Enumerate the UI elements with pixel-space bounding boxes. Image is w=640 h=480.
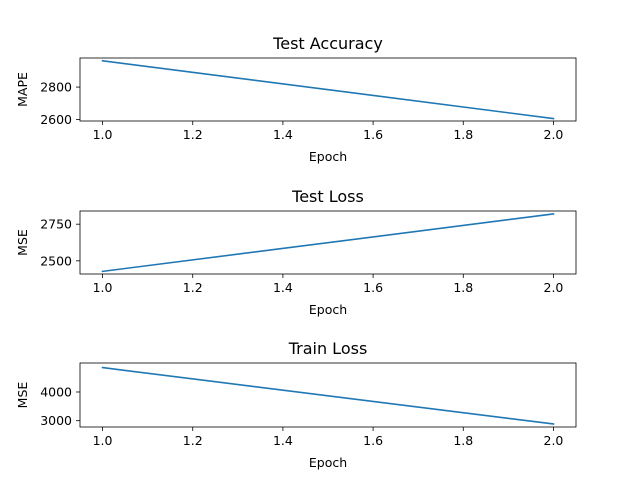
y-axis-label: MSE: [15, 382, 30, 409]
x-tick-label: 1.8: [453, 280, 473, 295]
x-tick-label: 1.2: [183, 127, 203, 142]
x-axis-label: Epoch: [309, 302, 347, 317]
x-tick-label: 1.2: [183, 433, 203, 448]
plot-frame: [79, 362, 577, 428]
series-line: [101, 213, 555, 273]
x-tick-label: 1.4: [273, 280, 293, 295]
subplot-1: Test Accuracy 1.0 1.2 1.4 1.6 1.8 2.0 2600 2800 E…: [15, 34, 577, 164]
x-axis-label: Epoch: [309, 455, 347, 470]
subplot-title: Train Loss: [288, 339, 368, 358]
subplot-title: Test Accuracy: [272, 34, 383, 53]
y-tick-label: 2800: [40, 80, 72, 95]
y-axis-label: MAPE: [15, 72, 30, 107]
series-line: [101, 59, 555, 120]
x-tick-label: 1.6: [363, 433, 383, 448]
subplot-title: Test Loss: [291, 187, 364, 206]
x-tick-label: 1.8: [453, 433, 473, 448]
y-axis-label: MSE: [15, 229, 30, 256]
x-tick-label: 1.6: [363, 280, 383, 295]
subplot-2: Test Loss 1.0 1.2 1.4 1.6 1.8 2.0 2500 2750 Epoch…: [15, 187, 577, 317]
x-tick-label: 1.8: [453, 127, 473, 142]
y-tick-label: 2500: [40, 253, 72, 268]
subplot-3: Train Loss 1.0 1.2 1.4 1.6 1.8 2.0 3000 4000 Epoc…: [15, 339, 577, 470]
x-tick-label: 1.2: [183, 280, 203, 295]
y-tick-label: 2600: [40, 112, 72, 127]
x-tick-label: 1.4: [273, 433, 293, 448]
x-tick-label: 1.4: [273, 127, 293, 142]
x-axis-label: Epoch: [309, 149, 347, 164]
plot-frame: [79, 210, 577, 275]
x-tick-label: 1.6: [363, 127, 383, 142]
x-tick-label: 2.0: [544, 280, 564, 295]
y-tick-label: 4000: [40, 384, 72, 399]
series-line: [101, 366, 555, 425]
x-tick-label: 1.0: [93, 280, 113, 295]
x-tick-label: 2.0: [544, 127, 564, 142]
y-tick-label: 3000: [40, 413, 72, 428]
x-tick-label: 1.0: [93, 433, 113, 448]
x-tick-label: 2.0: [544, 433, 564, 448]
x-tick-label: 1.0: [93, 127, 113, 142]
y-tick-label: 2750: [40, 217, 72, 232]
plot-frame: [79, 57, 577, 122]
